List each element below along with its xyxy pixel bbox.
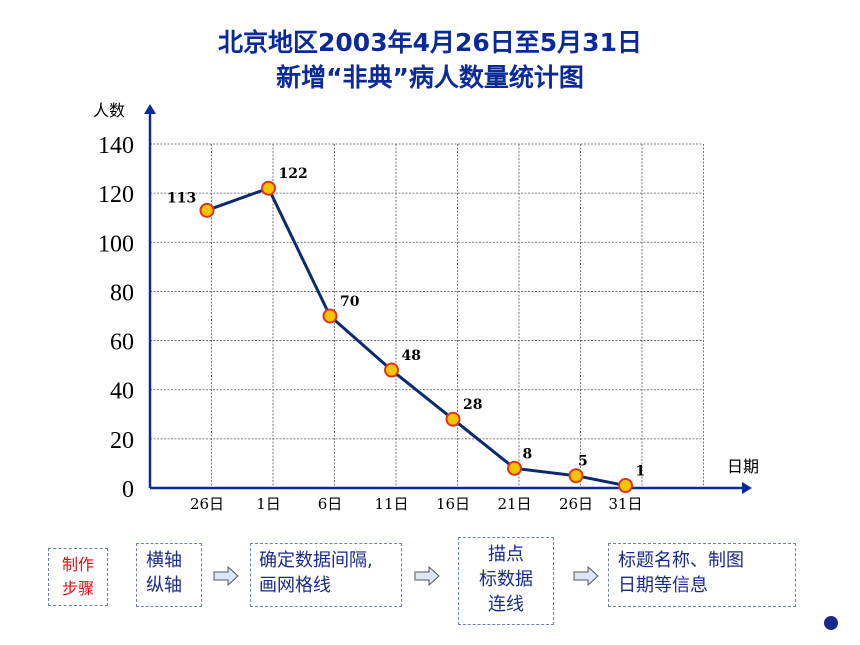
- chart-title-line2: 新增“非典”病人数量统计图: [276, 63, 584, 92]
- step-plot-line1: 描点: [488, 544, 524, 565]
- data-label: 28: [463, 397, 482, 413]
- step-title-line1: 标题名称、制图: [618, 550, 744, 571]
- step-axes-line2: 纵轴: [146, 575, 182, 596]
- step-arrow-icon: [573, 566, 599, 586]
- x-tick-label: 11日: [374, 495, 408, 513]
- data-point: [568, 468, 584, 484]
- x-tick-label: 6日: [318, 495, 343, 513]
- step-box-plot: 描点 标数据 连线: [458, 537, 554, 625]
- step-plot-line3: 连线: [488, 594, 524, 615]
- y-tick-label: 20: [110, 428, 134, 454]
- data-label: 70: [340, 294, 360, 310]
- data-point: [507, 460, 522, 476]
- data-point: [384, 362, 399, 378]
- y-axis-arrow-icon: [144, 104, 156, 114]
- chart-title-line1: 北京地区2003年4月26日至5月31日: [218, 28, 642, 57]
- y-tick-label: 80: [110, 280, 134, 306]
- step-box-axes: 横轴 纵轴: [136, 543, 202, 607]
- data-label: 1: [636, 464, 646, 480]
- step-interval-line2: 画网格线: [259, 575, 331, 596]
- y-axis-label: 人数: [93, 101, 125, 120]
- x-tick-label: 16日: [436, 495, 470, 513]
- step-title-line2: 日期等信息: [618, 575, 708, 596]
- y-tick-label: 140: [98, 133, 134, 159]
- steps-label-line1: 制作: [61, 555, 94, 574]
- data-point: [618, 478, 633, 494]
- step-interval-line1: 确定数据间隔,: [259, 550, 373, 571]
- x-axis-label: 日期: [727, 457, 759, 476]
- data-label: 113: [167, 190, 196, 206]
- data-point: [261, 180, 276, 196]
- y-tick-label: 120: [98, 182, 134, 208]
- y-tick-label: 60: [110, 330, 134, 356]
- x-tick-label: 26日: [559, 495, 593, 513]
- x-tick-label: 31日: [608, 495, 642, 513]
- step-box-title: 标题名称、制图 日期等信息: [608, 543, 796, 607]
- x-tick-label: 21日: [497, 495, 531, 513]
- data-label: 48: [402, 348, 421, 364]
- step-box-interval: 确定数据间隔, 画网格线: [250, 543, 402, 607]
- step-arrow-icon: [414, 566, 440, 586]
- step-plot-line2: 标数据: [479, 569, 533, 590]
- y-tick-label: 0: [122, 477, 134, 503]
- y-tick-label: 100: [98, 231, 134, 257]
- data-point: [445, 411, 461, 427]
- series-line: [206, 186, 626, 488]
- data-point: [322, 308, 338, 324]
- steps-label-line2: 步骤: [61, 579, 94, 598]
- y-tick-label: 40: [110, 379, 134, 405]
- step-axes-line1: 横轴: [146, 550, 182, 571]
- x-tick-label: 26日: [190, 495, 224, 513]
- data-label: 8: [523, 446, 533, 462]
- step-arrow-icon: [213, 566, 239, 586]
- data-point: [199, 202, 215, 218]
- bullet-dot-icon: [824, 616, 838, 630]
- steps-label: 制作 步骤: [48, 548, 108, 606]
- x-tick-label: 1日: [256, 495, 281, 513]
- data-label: 122: [279, 166, 308, 182]
- x-axis-arrow-icon: [742, 482, 752, 494]
- data-label: 5: [578, 454, 588, 470]
